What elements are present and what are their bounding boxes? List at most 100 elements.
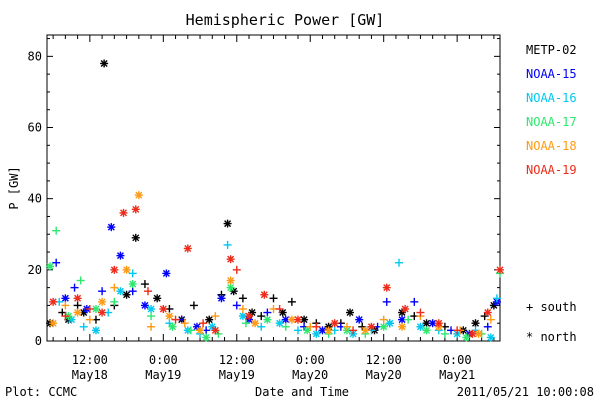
south-point bbox=[52, 258, 61, 267]
north-point bbox=[324, 326, 333, 335]
x-tick-label: 12:00 bbox=[366, 353, 402, 367]
south-point bbox=[171, 315, 180, 324]
marker-stroke bbox=[49, 298, 57, 306]
north-point bbox=[398, 322, 407, 331]
marker-stroke bbox=[132, 234, 140, 242]
marker-stroke bbox=[383, 284, 391, 292]
marker-stroke bbox=[386, 319, 394, 327]
marker-stroke bbox=[355, 316, 363, 324]
south-point bbox=[232, 301, 241, 310]
legend-series-label: NOAA-15 bbox=[526, 67, 577, 81]
marker-stroke bbox=[398, 316, 406, 324]
south-point bbox=[232, 265, 241, 274]
marker-stroke bbox=[303, 326, 311, 334]
legend-series-label: METP-02 bbox=[526, 43, 577, 57]
south-point bbox=[180, 319, 189, 328]
north-point bbox=[131, 233, 140, 242]
south-point bbox=[110, 297, 119, 306]
south-point bbox=[73, 301, 82, 310]
south-point bbox=[293, 326, 302, 335]
north-point bbox=[116, 251, 125, 260]
south-point bbox=[186, 326, 195, 335]
south-point bbox=[144, 287, 153, 296]
marker-stroke bbox=[260, 291, 268, 299]
marker-stroke bbox=[279, 309, 287, 317]
marker-stroke bbox=[462, 333, 470, 341]
marker-stroke bbox=[92, 305, 100, 313]
north-point bbox=[260, 290, 269, 299]
north-point bbox=[147, 304, 156, 313]
north-point bbox=[226, 255, 235, 264]
north-point bbox=[46, 262, 55, 271]
marker-stroke bbox=[380, 323, 388, 331]
marker-legend-item: + south bbox=[526, 300, 577, 314]
y-tick-label: 40 bbox=[28, 192, 42, 206]
marker-stroke bbox=[74, 309, 82, 317]
plot-credit: Plot: CCMC bbox=[5, 385, 77, 399]
marker-stroke bbox=[300, 316, 308, 324]
marker-stroke bbox=[401, 305, 409, 313]
marker-stroke bbox=[312, 330, 320, 338]
north-point bbox=[318, 326, 327, 335]
marker-stroke bbox=[116, 287, 124, 295]
marker-stroke bbox=[162, 269, 170, 277]
marker-stroke bbox=[484, 309, 492, 317]
north-point bbox=[330, 319, 339, 328]
marker-stroke bbox=[92, 326, 100, 334]
marker-stroke bbox=[276, 319, 284, 327]
north-point bbox=[471, 319, 480, 328]
north-point bbox=[416, 322, 425, 331]
north-point bbox=[100, 59, 109, 68]
north-point bbox=[140, 301, 149, 310]
marker-stroke bbox=[135, 191, 143, 199]
south-point bbox=[342, 322, 351, 331]
marker-stroke bbox=[123, 291, 131, 299]
marker-stroke bbox=[61, 294, 69, 302]
y-tick-label: 60 bbox=[28, 121, 42, 135]
marker-stroke bbox=[245, 312, 253, 320]
south-point bbox=[404, 315, 413, 324]
north-point bbox=[202, 333, 211, 342]
marker-stroke bbox=[141, 301, 149, 309]
south-point bbox=[189, 301, 198, 310]
marker-stroke bbox=[205, 316, 213, 324]
marker-stroke bbox=[98, 309, 106, 317]
south-point bbox=[440, 329, 449, 338]
chart-title: Hemispheric Power [GW] bbox=[186, 11, 385, 29]
y-axis-label: P [GW] bbox=[7, 166, 21, 209]
north-point bbox=[73, 308, 82, 317]
y-axis: 0 20 40 60 80 bbox=[28, 38, 500, 348]
marker-legend: + south * north bbox=[526, 300, 577, 344]
north-point bbox=[275, 319, 284, 328]
south-point bbox=[199, 319, 208, 328]
south-point bbox=[257, 322, 266, 331]
north-point bbox=[119, 208, 128, 217]
south-point bbox=[147, 322, 156, 331]
x-tick-date-label: May19 bbox=[219, 368, 255, 382]
north-point bbox=[434, 319, 443, 328]
north-point bbox=[183, 244, 192, 253]
north-point bbox=[401, 304, 410, 313]
marker-stroke bbox=[193, 323, 201, 331]
north-point bbox=[346, 308, 355, 317]
x-axis: 12:00May180:00May1912:00May190:00May2012… bbox=[52, 35, 495, 382]
marker-stroke bbox=[487, 333, 495, 341]
south-point bbox=[211, 312, 220, 321]
south-point bbox=[238, 304, 247, 313]
south-point bbox=[394, 258, 403, 267]
north-point bbox=[245, 312, 254, 321]
plot-timestamp: 2011/05/21 10:00:08 bbox=[457, 385, 594, 399]
north-point bbox=[483, 308, 492, 317]
north-point bbox=[159, 304, 168, 313]
south-point bbox=[223, 240, 232, 249]
south-point bbox=[281, 322, 290, 331]
marker-stroke bbox=[123, 266, 131, 274]
x-tick-label: 0:00 bbox=[296, 353, 325, 367]
marker-stroke bbox=[288, 316, 296, 324]
south-point bbox=[128, 287, 137, 296]
south-point bbox=[312, 322, 321, 331]
marker-stroke bbox=[196, 326, 204, 334]
north-point bbox=[238, 312, 247, 321]
north-point bbox=[468, 329, 477, 338]
